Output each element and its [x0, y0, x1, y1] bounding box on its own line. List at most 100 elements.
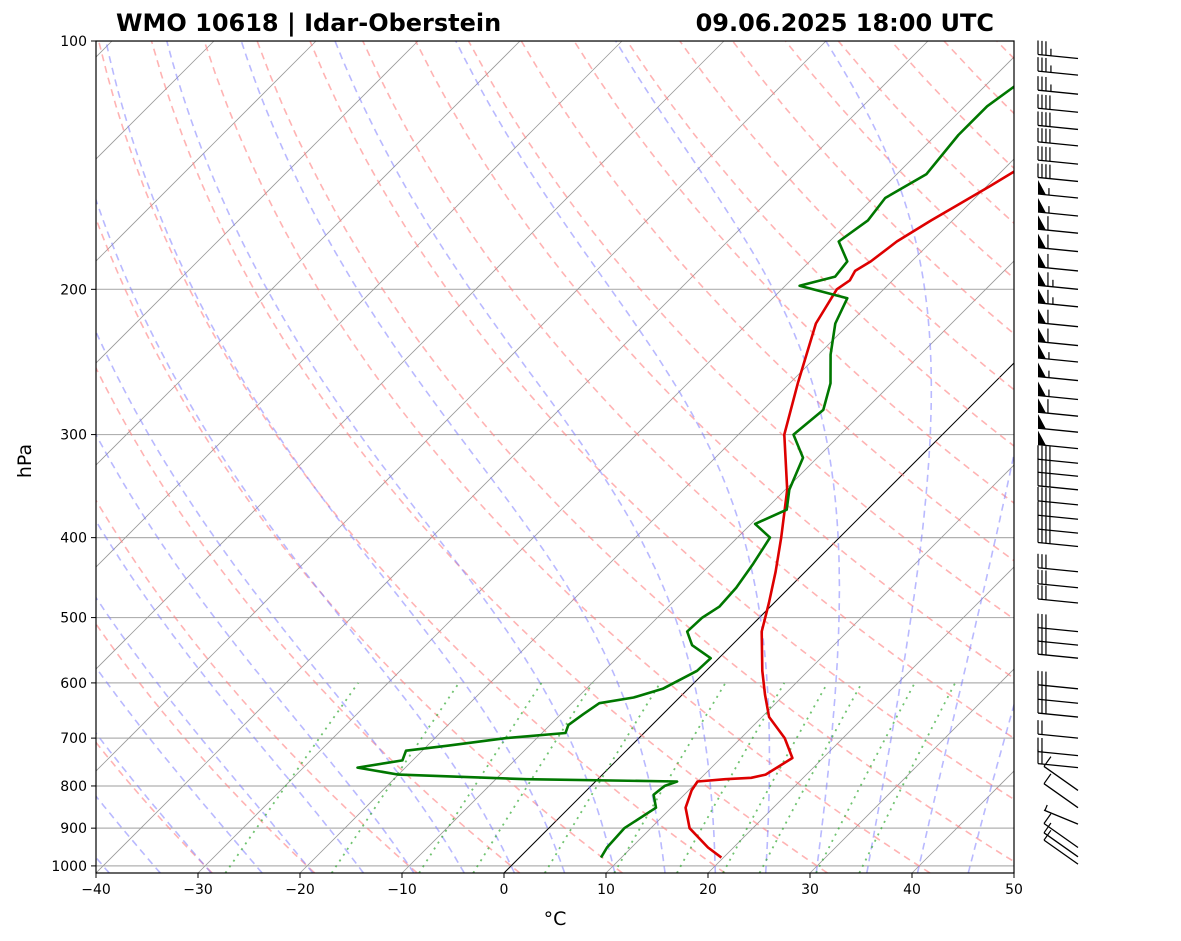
wind-barb — [1037, 381, 1079, 401]
isotherm-line — [96, 41, 521, 466]
dry-adiabat-line — [573, 41, 1014, 505]
mixing-ratio-line — [330, 682, 460, 873]
moist-adiabat-line — [96, 731, 212, 873]
wind-barb — [1037, 584, 1079, 604]
wind-barb — [1037, 57, 1079, 76]
wind-barb — [1037, 344, 1079, 363]
moist-adiabat-line — [96, 329, 465, 873]
x-tick-label: 20 — [699, 882, 717, 898]
wind-barb-staff — [1037, 411, 1079, 417]
x-tick-label: −20 — [285, 882, 315, 898]
wind-barb — [1043, 756, 1079, 791]
y-tick-label: 500 — [60, 611, 87, 627]
wind-barb — [1037, 271, 1079, 290]
wind-barb-staff — [1037, 528, 1079, 534]
dry-adiabat-line — [731, 41, 1014, 335]
wind-barb — [1037, 111, 1079, 131]
x-tick-label: 0 — [500, 882, 509, 898]
moist-adiabat-line — [96, 432, 415, 873]
wind-barb-staff — [1037, 375, 1079, 382]
y-axis: 1000 900 800 700 600 500 400 300 200 100 — [51, 34, 96, 875]
y-tick-label: 900 — [60, 821, 87, 837]
moist-adiabat-line — [334, 41, 717, 873]
wind-barb-staff — [1043, 839, 1079, 865]
wind-barb-staff — [1037, 107, 1079, 113]
wind-barb-staff — [1037, 322, 1079, 328]
y-tick-label: 700 — [60, 731, 87, 747]
moist-adiabat-line — [105, 41, 566, 873]
chart-title-time: 09.06.2025 18:00 UTC — [696, 9, 994, 37]
wind-barb-staff — [1037, 443, 1079, 450]
wind-barb-staff — [1037, 211, 1079, 217]
wind-barb-staff — [1037, 124, 1079, 131]
wind-barb-flag — [1038, 430, 1046, 446]
wind-barb — [1037, 445, 1079, 464]
y-tick-label: 300 — [60, 428, 87, 444]
wind-barb-flag — [1038, 233, 1046, 249]
wind-barb-staff — [1037, 266, 1079, 272]
wind-barb — [1037, 737, 1079, 757]
isotherm-line — [401, 260, 1014, 873]
x-tick-label: −30 — [183, 882, 213, 898]
wind-barb-staff — [1043, 783, 1079, 809]
wind-barb-staff — [1037, 89, 1079, 95]
wind-barb — [1037, 627, 1079, 646]
x-tick-label: 50 — [1005, 882, 1023, 898]
wind-barb-staff — [1037, 394, 1079, 401]
wind-barb-staff — [1037, 53, 1079, 60]
dry-adiabat-line — [784, 41, 1014, 280]
isotherm-line — [605, 464, 1014, 873]
wind-barb-staff — [1037, 228, 1079, 234]
dry-adiabat-line — [96, 216, 623, 873]
dry-adiabat-line — [96, 622, 316, 873]
wind-barb-staff — [1037, 500, 1079, 506]
wind-barb — [1037, 127, 1079, 147]
wind-barb — [1037, 685, 1079, 704]
wind-barb-feather — [1043, 822, 1052, 834]
dry-adiabat-line — [679, 41, 1014, 391]
isotherm-line — [96, 41, 827, 772]
moist-adiabat-line — [615, 41, 841, 873]
x-tick-label: −10 — [387, 882, 417, 898]
x-tick-label: 40 — [903, 882, 921, 898]
mixing-ratio-line — [858, 682, 956, 873]
dry-adiabat-line — [150, 41, 828, 873]
wind-barb-staff — [1043, 809, 1079, 825]
dry-adiabat-line — [362, 41, 1014, 740]
wind-barb-feather — [1043, 773, 1052, 785]
wind-barb-staff — [1037, 458, 1079, 464]
wind-barb — [1037, 215, 1079, 234]
mixing-ratio-line — [676, 682, 786, 873]
dry-adiabat-line — [626, 41, 1014, 448]
moist-adiabats — [96, 41, 1014, 873]
isotherm-line — [299, 158, 1014, 873]
dry-adiabats — [96, 41, 1014, 873]
wind-barb-flag — [1038, 308, 1046, 324]
wind-barb-feather — [1043, 813, 1052, 824]
wind-barb — [1037, 146, 1079, 165]
wind-barb — [1037, 528, 1079, 548]
wind-barb-staff — [1037, 640, 1079, 646]
dry-adiabat-line — [520, 41, 1014, 562]
moist-adiabat-line — [967, 702, 1014, 873]
wind-barb — [1037, 180, 1079, 199]
wind-barb-staff — [1037, 712, 1079, 718]
x-axis: −40 −30 −20 −10 0 10 20 30 40 50 — [81, 873, 1023, 898]
dry-adiabat-line — [996, 41, 1014, 60]
mixing-ratio-line — [472, 682, 594, 873]
chart-title-station: WMO 10618 | Idar-Oberstein — [116, 9, 501, 37]
wind-barb — [1037, 362, 1079, 382]
isotherm-line — [96, 41, 419, 364]
moist-adiabat-line — [96, 519, 365, 873]
x-axis-label: °C — [544, 908, 567, 930]
wind-barb — [1037, 553, 1079, 573]
plot-frame — [95, 40, 1015, 874]
wind-barb — [1037, 414, 1079, 433]
dry-adiabat-line — [203, 41, 931, 873]
wind-barb-flag — [1038, 344, 1046, 359]
dry-adiabat-line — [256, 41, 1014, 863]
wind-barb — [1037, 471, 1079, 491]
moist-adiabat-line — [916, 450, 1014, 873]
wind-barb-flag — [1038, 381, 1046, 397]
